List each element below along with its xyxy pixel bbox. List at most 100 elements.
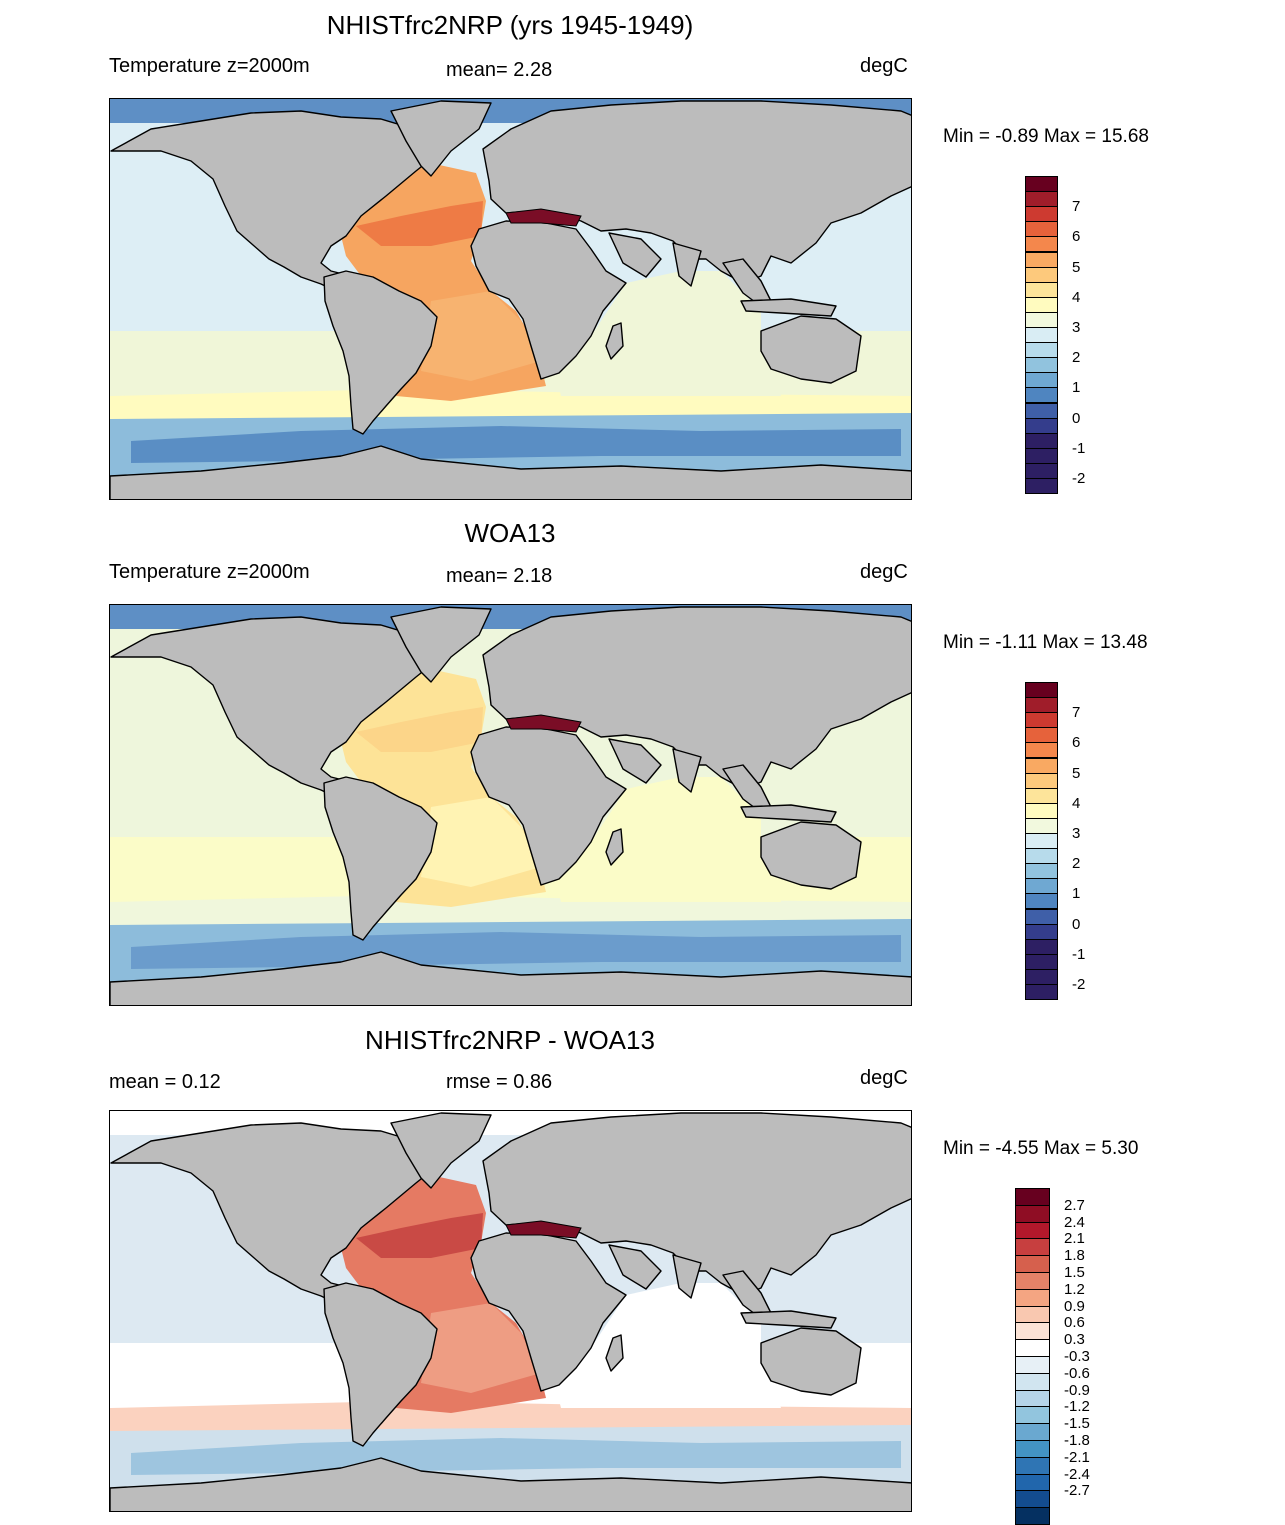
panel-title: NHISTfrc2NRP - WOA13 xyxy=(365,1025,655,1055)
colorbar-swatch xyxy=(1015,1339,1050,1357)
indochina-landmass xyxy=(722,258,772,306)
australia-landmass xyxy=(760,315,862,384)
mediterranean-sea xyxy=(505,1220,582,1239)
panel-title: WOA13 xyxy=(464,518,556,548)
colorbar-tick-label: -2.7 xyxy=(1064,1482,1090,1500)
colorbar-swatch xyxy=(1025,682,1058,699)
colorbar-swatch xyxy=(1025,342,1058,359)
colorbar-swatch xyxy=(1025,372,1058,389)
panel-minmax-label: Min = -1.11 Max = 13.48 xyxy=(943,632,1148,653)
colorbar-swatch xyxy=(1025,863,1058,880)
colorbar-swatch xyxy=(1015,1305,1050,1324)
colorbar-swatch xyxy=(1015,1490,1050,1509)
colorbar-swatch xyxy=(1025,478,1058,495)
colorbar-tick-label: -1.5 xyxy=(1064,1415,1090,1433)
world-map xyxy=(109,604,912,1006)
north-america-landmass xyxy=(110,110,442,297)
colorbar-swatch xyxy=(1025,402,1058,419)
colorbar-tick-label: 7 xyxy=(1072,198,1081,216)
madagascar-landmass xyxy=(605,828,624,866)
colorbar-tick-label: -0.3 xyxy=(1064,1348,1090,1365)
colorbar-swatch xyxy=(1025,817,1058,834)
colorbar-swatch xyxy=(1025,953,1058,970)
madagascar-landmass xyxy=(605,1334,624,1372)
indonesia-landmass xyxy=(740,1310,837,1329)
colorbar-tick-label: 5 xyxy=(1072,258,1081,276)
panel-minmax-label: Min = -4.55 Max = 5.30 xyxy=(943,1138,1139,1159)
colorbar-swatch xyxy=(1025,432,1058,449)
panel-left-label: Temperature z=2000m xyxy=(109,55,310,77)
colorbar-swatch xyxy=(1025,417,1058,434)
colorbar-swatch xyxy=(1025,923,1058,940)
colorbar-tick-label: 5 xyxy=(1072,764,1081,782)
panel-mean-label: mean= 2.18 xyxy=(446,565,553,587)
greenland-landmass xyxy=(390,100,492,177)
mediterranean-sea xyxy=(505,714,582,733)
antarctica-landmass xyxy=(110,445,911,499)
colorbar-swatch xyxy=(1025,893,1058,910)
colorbar-tick-label: 1 xyxy=(1072,379,1081,397)
colorbar-tick-label: -0.9 xyxy=(1064,1381,1090,1399)
colorbar-tick-label: -2 xyxy=(1072,976,1086,993)
colorbar-tick-label: 2 xyxy=(1072,349,1081,367)
panel-units-label: degC xyxy=(860,1067,908,1089)
colorbar-swatch xyxy=(1025,833,1058,850)
colorbar-swatch xyxy=(1015,1322,1050,1341)
colorbar-swatch xyxy=(1015,1423,1050,1441)
colorbar-swatch xyxy=(1015,1406,1050,1425)
colorbar-tick-label: 3 xyxy=(1072,319,1081,336)
map-canvas xyxy=(110,1111,911,1511)
colorbar-swatch xyxy=(1025,176,1058,193)
colorbar-swatch xyxy=(1025,742,1058,759)
colorbar-swatch xyxy=(1025,311,1058,328)
south-america-landmass xyxy=(323,1282,438,1447)
antarctica-landmass xyxy=(110,951,911,1005)
colorbar-swatch xyxy=(1015,1440,1050,1458)
colorbar-swatch xyxy=(1025,191,1058,208)
indonesia-landmass xyxy=(740,804,837,823)
colorbar-swatch xyxy=(1025,938,1058,955)
colorbar-tick-label: 2.1 xyxy=(1064,1230,1085,1248)
colorbar-swatch xyxy=(1015,1255,1050,1273)
colorbar-tick-label: 1.8 xyxy=(1064,1247,1085,1265)
colorbar-swatch xyxy=(1015,1238,1050,1257)
india-landmass xyxy=(672,242,702,287)
africa-landmass xyxy=(470,220,627,380)
mediterranean-sea xyxy=(505,208,582,227)
colorbar-swatch xyxy=(1025,984,1058,1001)
colorbar-swatch xyxy=(1025,266,1058,283)
panel-left-label: mean = 0.12 xyxy=(109,1071,221,1093)
world-map xyxy=(109,98,912,500)
colorbar-tick-label: -1.8 xyxy=(1064,1432,1090,1449)
indochina-landmass xyxy=(722,764,772,812)
colorbar-swatch xyxy=(1025,387,1058,404)
colorbar-swatch xyxy=(1025,787,1058,804)
colorbar-swatch xyxy=(1025,447,1058,464)
eurasia-landmass xyxy=(482,1112,911,1296)
colorbar-tick-label: 4 xyxy=(1072,794,1081,812)
colorbar-swatch xyxy=(1015,1204,1050,1223)
arabia-landmass xyxy=(608,232,662,278)
arabia-landmass xyxy=(608,738,662,784)
colorbar-swatch xyxy=(1025,878,1058,895)
colorbar-swatch xyxy=(1015,1188,1050,1206)
colorbar-swatch xyxy=(1025,281,1058,298)
colorbar-swatch xyxy=(1025,296,1058,313)
colorbar-swatch xyxy=(1015,1473,1050,1492)
colorbar-tick-label: 0 xyxy=(1072,409,1081,427)
panel-rmse-label: rmse = 0.86 xyxy=(446,1071,553,1093)
arabia-landmass xyxy=(608,1244,662,1290)
panel-mean-label: mean= 2.28 xyxy=(446,59,553,81)
colorbar-swatch xyxy=(1025,848,1058,865)
colorbar-tick-label: 0.6 xyxy=(1064,1314,1085,1332)
north-america-landmass xyxy=(110,616,442,803)
colorbar-tick-label: -2 xyxy=(1072,470,1086,487)
colorbar-swatch xyxy=(1015,1288,1050,1307)
india-landmass xyxy=(672,1254,702,1299)
colorbar-tick-label: -2.4 xyxy=(1064,1465,1090,1483)
colorbar-swatch xyxy=(1025,327,1058,344)
colorbar-tick-label: 1.5 xyxy=(1064,1264,1085,1281)
colorbar-swatch xyxy=(1025,236,1058,253)
colorbar-swatch xyxy=(1015,1456,1050,1475)
